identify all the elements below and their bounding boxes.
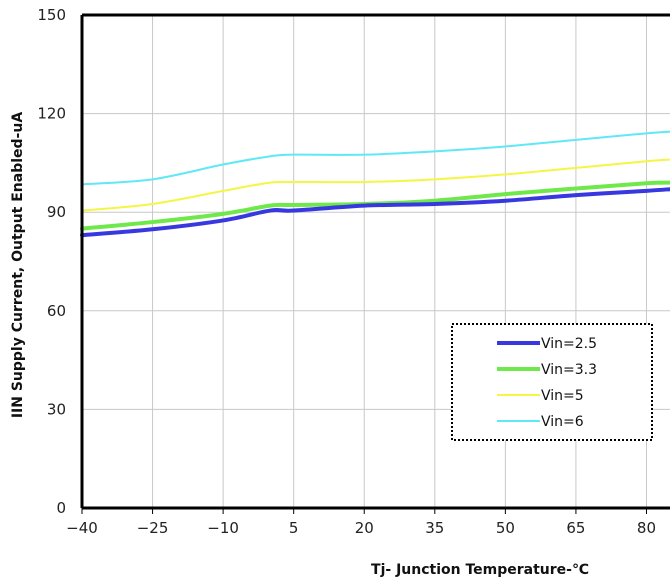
legend-label: Vin=3.3	[541, 362, 597, 378]
x-tick-label: 65	[566, 519, 585, 537]
x-axis-title: Tj- Junction Temperature-℃	[371, 562, 589, 578]
grid	[81, 14, 670, 509]
y-tick-label: 90	[47, 203, 66, 221]
y-tick-label: 30	[47, 400, 66, 418]
legend-label: Vin=6	[541, 414, 584, 430]
y-tick-label: 0	[56, 499, 66, 517]
legend-label: Vin=2.5	[541, 336, 597, 352]
ticks: −40 −25 −10 5 20 35 50 65 80 0 30 60 90 120 150	[37, 6, 656, 537]
series-layer	[80, 130, 670, 238]
series-line-vin-2-5	[80, 187, 670, 238]
legend: Vin=2.5 Vin=3.3 Vin=5 Vin=6	[451, 323, 653, 441]
series-line-vin-5	[81, 158, 670, 212]
x-tick-label: 80	[637, 519, 656, 537]
x-tick-label: 50	[496, 519, 515, 537]
y-tick-label: 150	[37, 6, 66, 24]
y-tick-label: 120	[37, 105, 66, 123]
y-tick-label: 60	[47, 302, 66, 320]
legend-box	[451, 323, 653, 441]
x-tick-label: 20	[355, 519, 374, 537]
x-tick-label: −25	[137, 519, 169, 537]
axes	[80, 13, 670, 510]
x-tick-label: 35	[425, 519, 444, 537]
x-tick-label: −10	[207, 519, 239, 537]
y-axis-title: IIN Supply Current, Output Enabled-uA	[10, 112, 26, 419]
x-tick-label: 5	[289, 519, 299, 537]
x-tick-label: −40	[66, 519, 98, 537]
series-line-vin-6	[81, 130, 670, 186]
legend-label: Vin=5	[541, 388, 584, 404]
